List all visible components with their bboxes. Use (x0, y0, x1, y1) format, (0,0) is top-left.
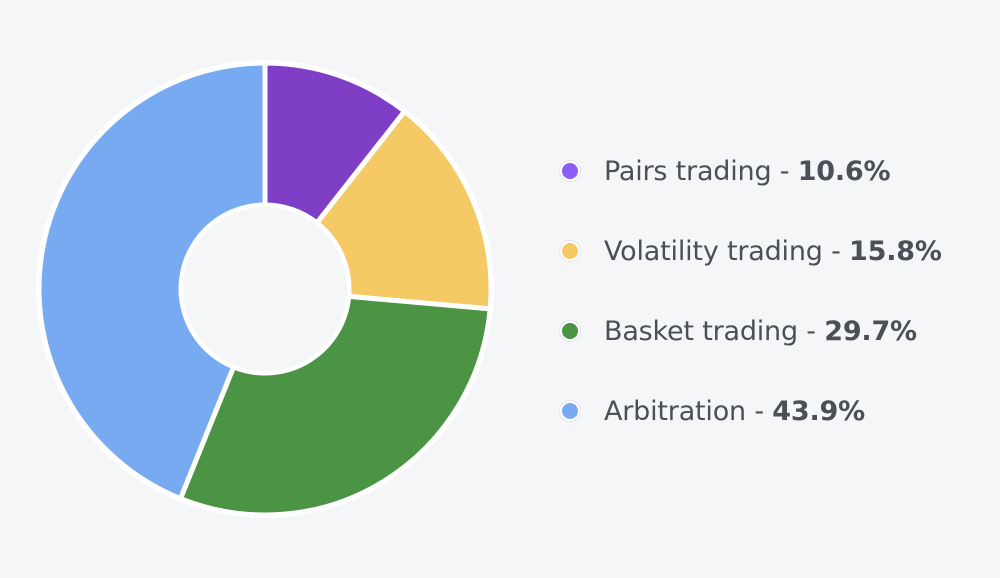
legend-item-volatility-trading: Volatility trading - 15.8% (560, 226, 942, 276)
legend-item-arbitration: Arbitration - 43.9% (560, 386, 942, 436)
legend-value-basket-trading: 29.7% (824, 315, 917, 347)
donut-hole (179, 203, 351, 375)
legend-text-basket-trading: Basket trading - 29.7% (604, 315, 917, 347)
legend-label-volatility-trading: Volatility trading (604, 235, 823, 267)
legend-marker-pairs-trading (560, 161, 580, 181)
legend-value-volatility-trading: 15.8% (849, 235, 942, 267)
legend-item-basket-trading: Basket trading - 29.7% (560, 306, 942, 356)
legend-marker-arbitration (560, 401, 580, 421)
legend-marker-volatility-trading (560, 241, 580, 261)
legend-item-pairs-trading: Pairs trading - 10.6% (560, 146, 942, 196)
legend-text-volatility-trading: Volatility trading - 15.8% (604, 235, 942, 267)
legend-label-arbitration: Arbitration (604, 395, 746, 427)
legend-text-arbitration: Arbitration - 43.9% (604, 395, 865, 427)
legend-marker-basket-trading (560, 321, 580, 341)
legend-label-basket-trading: Basket trading (604, 315, 798, 347)
legend-text-pairs-trading: Pairs trading - 10.6% (604, 155, 891, 187)
legend-value-arbitration: 43.9% (772, 395, 865, 427)
legend-label-pairs-trading: Pairs trading (604, 155, 772, 187)
legend-value-pairs-trading: 10.6% (797, 155, 891, 187)
chart-legend: Pairs trading - 10.6% Volatility trading… (560, 146, 942, 466)
